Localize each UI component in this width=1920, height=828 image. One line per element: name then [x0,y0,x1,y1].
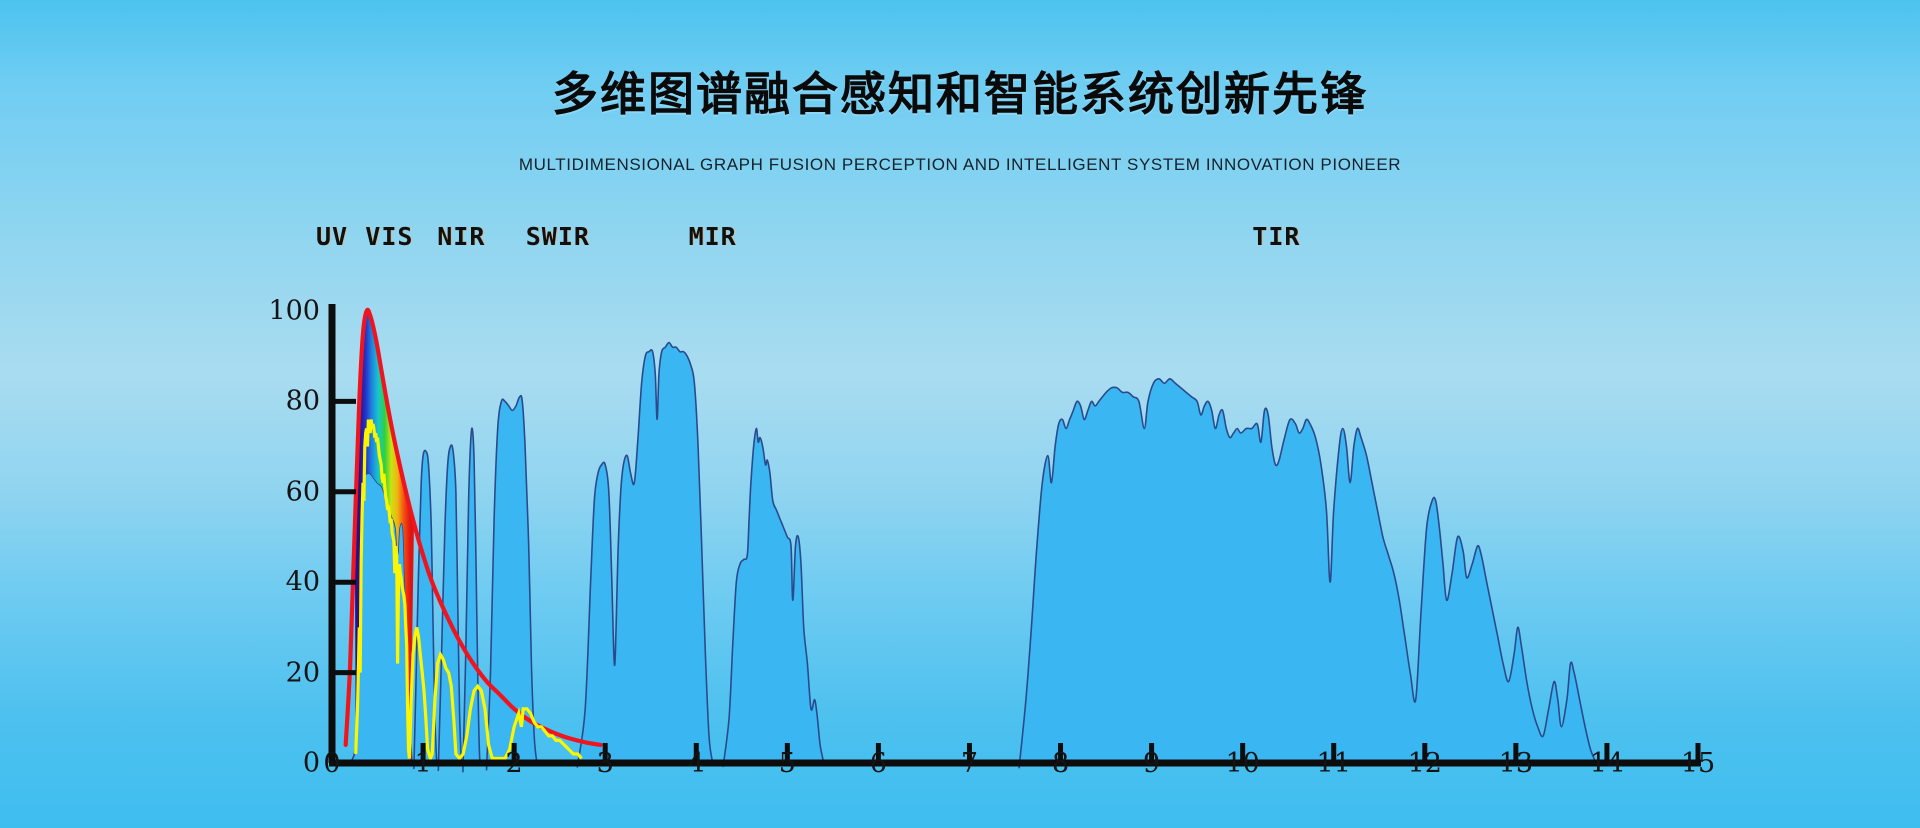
y-tick-label-40: 40 [285,566,320,598]
y-tick-label-80: 80 [285,385,320,417]
x-tick-label-10: 10 [1225,748,1260,779]
y-tick-label-100: 100 [268,295,320,327]
band-label-uv: UV [315,222,349,251]
band-label-swir: SWIR [525,222,590,251]
band-label-tir: TIR [1252,222,1301,251]
y-tick-label-60: 60 [285,476,320,508]
x-tick-label-9: 9 [1143,748,1161,779]
page-title: 多维图谱融合感知和智能系统创新先锋 [552,67,1368,121]
x-tick-label-13: 13 [1498,748,1534,779]
blackbody-curve [343,307,603,747]
band-label-nir: NIR [437,222,486,251]
atmospheric-transmission-area [349,341,1597,773]
x-tick-label-5: 5 [778,748,796,779]
x-tick-label-0: 0 [323,748,341,779]
y-tick-label-20: 20 [285,657,320,689]
x-tick-label-2: 2 [505,748,523,779]
x-tick-label-14: 14 [1589,748,1625,779]
solar-spectrum-curve [354,419,583,764]
page-subtitle: MULTIDIMENSIONAL GRAPH FUSION PERCEPTION… [518,155,1402,174]
band-label-vis: VIS [365,222,414,251]
x-tick-label-7: 7 [960,748,979,779]
x-tick-label-12: 12 [1407,748,1442,779]
x-tick-label-15: 15 [1680,748,1716,779]
x-tick-label-8: 8 [1051,748,1070,779]
x-tick-label-6: 6 [869,748,887,779]
x-tick-label-4: 4 [687,748,705,779]
y-tick-label-0: 0 [302,747,320,779]
band-label-mir: MIR [688,222,737,251]
chart-axes [328,304,1701,767]
x-tick-label-3: 3 [596,748,614,779]
x-tick-label-11: 11 [1316,748,1351,779]
x-tick-label-1: 1 [414,748,432,779]
